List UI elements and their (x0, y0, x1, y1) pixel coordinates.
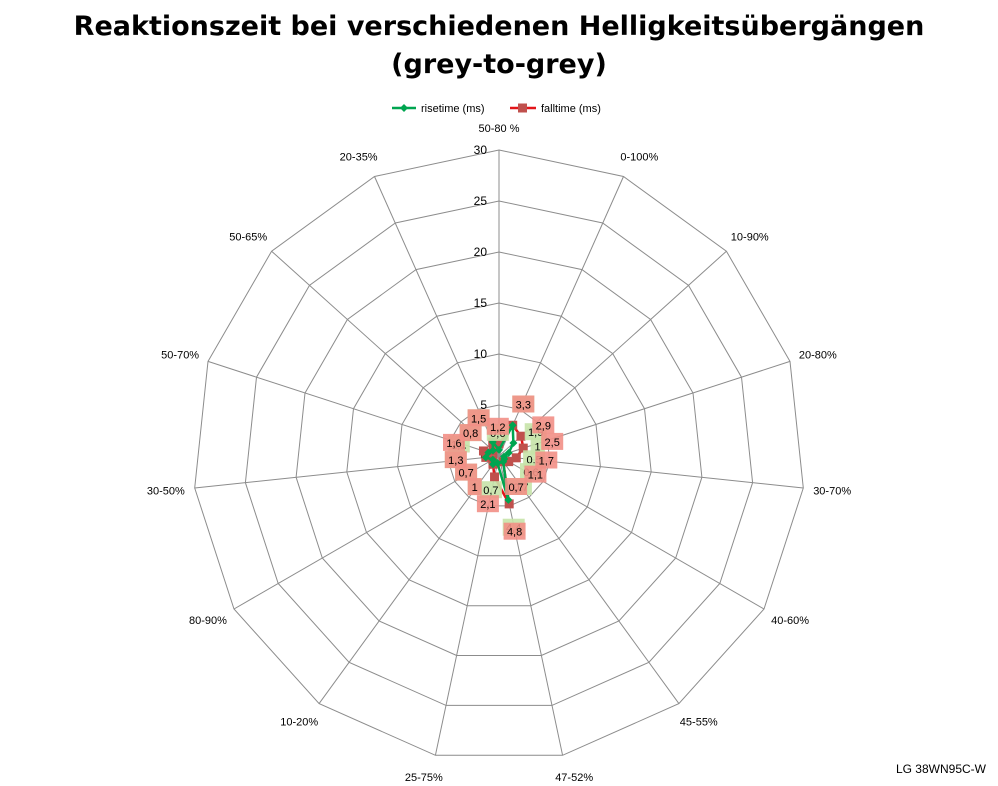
category-label: 47-52% (555, 772, 593, 784)
falltime-marker (518, 443, 528, 453)
radar-spoke (498, 176, 624, 457)
falltime-marker (490, 472, 500, 482)
falltime-label-bg (444, 451, 467, 469)
chart-title-line-2: (grey-to-grey) (391, 49, 607, 80)
category-label: 30-70% (813, 485, 851, 497)
falltime-label-bg (535, 451, 558, 469)
legend: risetime (ms) falltime (ms) (392, 103, 601, 115)
category-label: 50-65% (229, 232, 267, 244)
falltime-data-label: 1,3 (448, 455, 463, 467)
grid-ring (397, 353, 601, 557)
radar-spoke (498, 455, 680, 704)
category-label: 30-50% (147, 485, 185, 497)
risetime-marker (489, 460, 498, 469)
category-label: 45-55% (680, 716, 718, 728)
falltime-data-label: 1,7 (539, 456, 554, 468)
legend-label: risetime (ms) (421, 103, 485, 115)
radial-tick-label: 20 (474, 245, 488, 259)
falltime-data-label: 1,1 (528, 470, 543, 482)
risetime-marker (495, 445, 503, 454)
category-label: 20-35% (340, 151, 378, 163)
risetime-marker (488, 455, 497, 464)
falltime-data-label: 1,5 (471, 413, 486, 425)
falltime-data-label: 1 (472, 482, 478, 494)
legend-item-falltime: falltime (ms) (510, 103, 601, 115)
device-label: LG 38WN95C-W (895, 762, 986, 776)
falltime-label-bg (476, 495, 499, 513)
category-label: 50-80 % (479, 123, 520, 135)
falltime-data-label: 4,8 (507, 527, 522, 539)
falltime-data-label: 0,8 (463, 428, 478, 440)
data-labels-layer: 0,63,31,910,50,60,74,40,710,71,31,10,81,… (443, 395, 564, 540)
risetime-data-label: 0,7 (483, 485, 498, 497)
falltime-marker (504, 457, 514, 467)
grid-ring (194, 149, 804, 756)
legend-marker (400, 104, 408, 112)
radar-grid (194, 149, 804, 756)
grid-ring (244, 200, 754, 706)
falltime-label-bg (503, 522, 526, 540)
falltime-data-label: 1,6 (446, 438, 461, 450)
category-label: 10-20% (280, 716, 318, 728)
legend-marker (518, 103, 527, 113)
radar-spoke (271, 250, 500, 457)
falltime-label-bg (541, 432, 564, 450)
grid-ring (346, 302, 652, 607)
grid-ring (295, 251, 703, 656)
falltime-label-bg (505, 478, 528, 495)
chart-title: Reaktionszeit bei verschiedenen Helligke… (0, 8, 998, 84)
falltime-data-label: 0,7 (508, 482, 523, 494)
category-label: 40-60% (771, 615, 809, 627)
series-layer (478, 420, 528, 509)
radar-spoke (233, 455, 500, 610)
falltime-label-bg (459, 424, 482, 442)
falltime-marker (511, 453, 521, 463)
falltime-label-bg (486, 417, 509, 435)
falltime-marker (478, 446, 488, 456)
falltime-data-label: 1,2 (490, 422, 505, 434)
category-label: 50-70% (161, 350, 199, 362)
falltime-data-label: 3,3 (516, 400, 531, 412)
falltime-data-label: 2,1 (480, 499, 495, 511)
radial-tick-label: 10 (474, 347, 488, 361)
falltime-label-bg (512, 395, 535, 413)
falltime-data-label: 2,5 (545, 437, 560, 449)
falltime-label-bg (524, 465, 547, 483)
radar-spoke (318, 455, 500, 704)
category-label: 20-80% (799, 350, 837, 362)
risetime-marker (504, 448, 513, 457)
category-label: 10-90% (731, 232, 769, 244)
falltime-label-bg (443, 433, 465, 451)
category-label: 25-75% (405, 772, 443, 784)
radial-tick-label: 30 (474, 143, 488, 157)
series-risetime (481, 421, 518, 504)
category-label: 80-90% (189, 615, 227, 627)
risetime-marker (499, 457, 508, 466)
risetime-marker (504, 495, 513, 504)
radial-tick-label: 25 (474, 194, 488, 208)
falltime-marker (516, 431, 526, 441)
risetime-label-bg (479, 481, 502, 499)
falltime-marker (504, 499, 514, 509)
risetime-marker (509, 439, 518, 448)
falltime-label-bg (467, 478, 482, 496)
falltime-label-bg (467, 409, 490, 427)
radial-tick-label: 5 (480, 398, 487, 412)
legend-label: falltime (ms) (541, 103, 601, 115)
category-labels: 50-80 % 0-100% 10-90% 20-80% 30-70% 40-60% 45-… (147, 123, 851, 784)
category-label: 0-100% (620, 151, 658, 163)
radial-tick-label: 15 (474, 296, 488, 310)
risetime-marker (488, 446, 497, 455)
falltime-data-label: 2,9 (536, 420, 551, 432)
risetime-marker (508, 421, 517, 430)
chart-title-line-1: Reaktionszeit bei verschiedenen Helligke… (73, 11, 925, 42)
risetime-data-label: 1 (535, 442, 541, 454)
legend-item-risetime: risetime (ms) (392, 103, 485, 115)
falltime-data-label: 0,7 (458, 468, 473, 480)
falltime-label-bg (532, 416, 555, 434)
falltime-marker (494, 439, 504, 449)
